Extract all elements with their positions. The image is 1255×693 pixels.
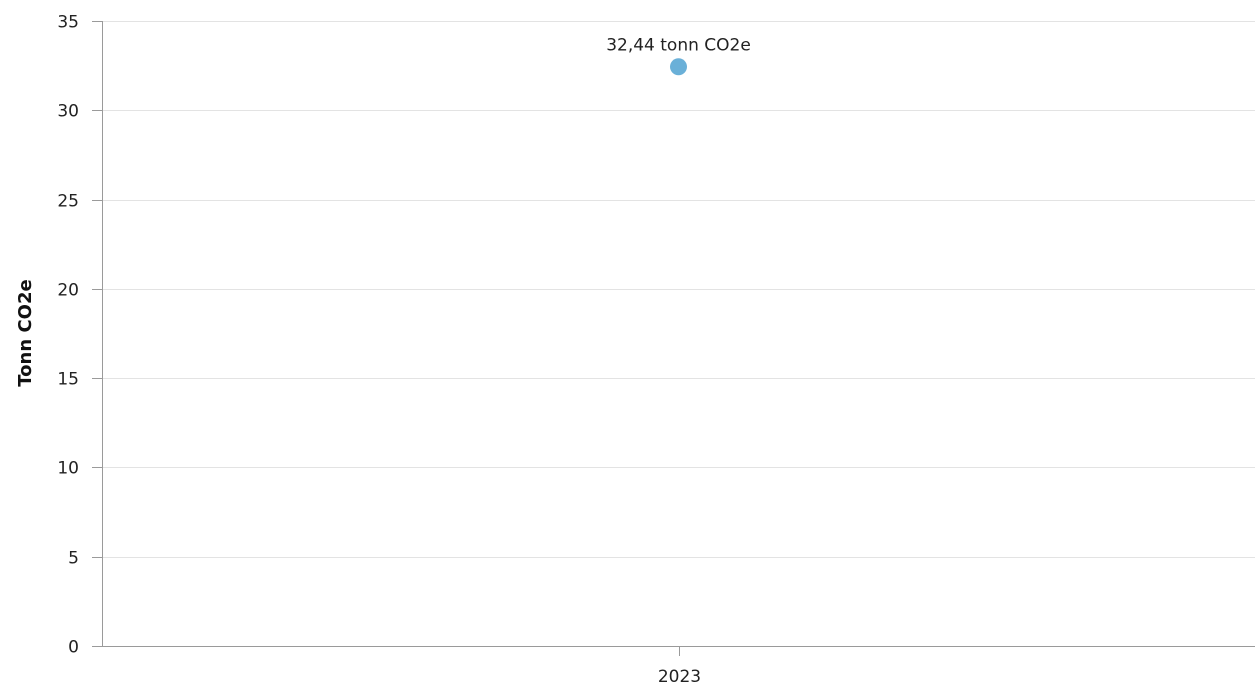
data-point bbox=[670, 58, 687, 76]
x-tick-label: 2023 bbox=[658, 667, 701, 687]
y-tick-label: 15 bbox=[57, 370, 79, 390]
y-tick-label: 0 bbox=[68, 638, 79, 658]
data-label: 32,44 tonn CO2e bbox=[606, 36, 751, 56]
grid-layer bbox=[102, 21, 1255, 558]
y-axis-title: Tonn CO2e bbox=[15, 279, 36, 386]
mark-layer: 32,44 tonn CO2e bbox=[606, 36, 751, 76]
y-tick-label: 10 bbox=[57, 459, 79, 479]
y-tick-label: 30 bbox=[57, 102, 79, 122]
y-tick-label: 25 bbox=[57, 192, 79, 212]
y-tick-label: 20 bbox=[57, 281, 79, 301]
axis-layer bbox=[102, 21, 1255, 647]
y-tick-label: 5 bbox=[68, 549, 79, 569]
y-tick-label: 35 bbox=[57, 13, 79, 33]
tick-layer: 0 5 10 15 20 25 30 35 2023 bbox=[57, 13, 701, 688]
